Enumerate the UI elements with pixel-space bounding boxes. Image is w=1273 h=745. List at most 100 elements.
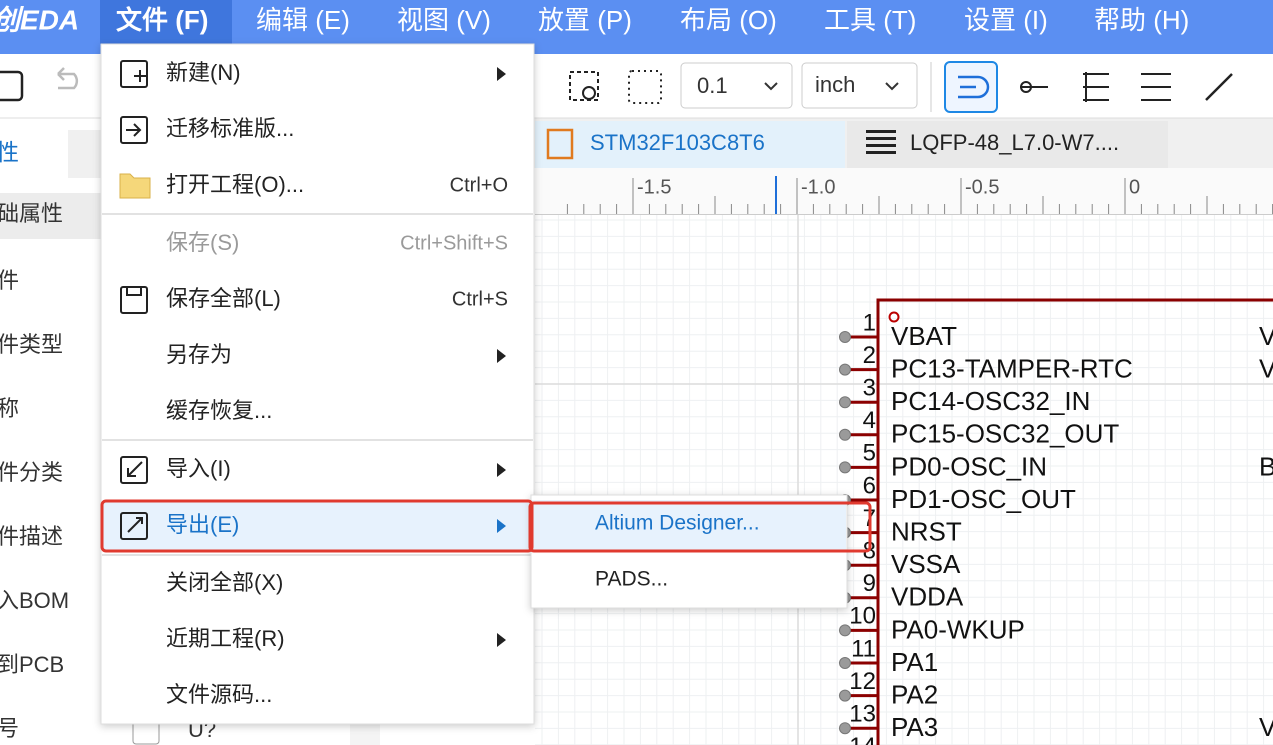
menu-item[interactable]: 帮助 (H) [1094,5,1189,35]
menu-item[interactable]: 设置 (I) [964,5,1048,35]
menu-label[interactable]: 新建(N) [166,60,241,85]
submenu-arrow [497,633,506,647]
pin-name-right: B [1259,451,1273,481]
pin-number: 14 [849,733,876,745]
icon [119,173,151,199]
icon-detail [126,287,142,296]
menu-label[interactable]: 导出(E) [166,512,239,537]
pin-end [839,624,851,637]
pin-name: PA2 [891,679,938,709]
menu-item[interactable]: 视图 (V) [397,5,491,35]
submenu-label[interactable]: PADS... [595,568,668,591]
menu-item[interactable]: 文件 (F) [116,5,208,35]
symbol: 1 VBAT 2 PC13-TAMPER-RTC 3 PC14-OSC32_IN 4 PC15… [839,298,1273,745]
submenu-arrow [497,519,506,533]
pkg-icon [866,130,896,133]
menu-item[interactable]: 放置 (P) [538,5,632,35]
tab-active[interactable] [535,121,845,168]
pin-name-right: V [1259,353,1273,383]
pkg-icon [866,137,896,140]
chevron [764,82,778,91]
menu-label[interactable]: 近期工程(R) [166,626,285,651]
pin-name: PC15-OSC32_OUT [891,419,1119,449]
pin-end [839,363,851,376]
menu-label[interactable]: 保存全部(L) [166,286,281,311]
pin-number: 1 [863,309,876,336]
pin-number: 10 [849,603,876,630]
pkg-icon [866,151,896,154]
file-menu: 新建(N) 迁移标准版... 打开工程(O)... Ctrl+O 保存(S) Ctrl+S… [100,43,535,725]
grid-icon[interactable] [628,70,662,104]
pin-number: 9 [863,570,876,597]
bus2-icon[interactable] [1141,73,1171,101]
icon [120,286,148,314]
pin-name-right: V [1259,712,1273,742]
property-label: 入BOM [0,588,69,613]
icon [120,512,148,540]
ruler-label: 0 [1129,176,1140,198]
annotation-box [100,499,534,553]
menu-label[interactable]: 关闭全部(X) [166,570,283,595]
pin-end [839,331,851,343]
menu-item[interactable]: 编辑 (E) [256,5,350,35]
pin-name: VDDA [891,582,964,612]
pin-name: PA1 [891,647,938,677]
zoom-area-icon[interactable] [569,71,599,101]
property-label: 到PCB [0,652,64,677]
bus-icon[interactable] [1083,72,1109,102]
property-label: 件类型 [0,332,63,357]
property-label: 件描述 [0,524,63,549]
select-unit[interactable] [801,62,918,109]
menu-label[interactable]: 文件源码... [166,682,272,707]
icon-detail [134,70,146,82]
ruler-label: -0.5 [965,176,999,198]
pin-end [839,396,851,409]
pin-number: 6 [863,472,876,499]
property-label: 号 [0,716,19,741]
pin-end [839,461,851,474]
pin-name: PD0-OSC_IN [891,451,1047,481]
menu-label[interactable]: 导入(I) [166,456,231,481]
select-value[interactable]: 0.1 [697,73,728,98]
panel-tab-active[interactable] [0,130,68,178]
pin-name: NRST [891,516,962,546]
menubar: 创EDA 文件 (F) 编辑 (E) 视图 (V) 放置 (P) 布局 (O) 工具 (T)… [0,0,1273,54]
menu-active [100,0,232,44]
select-value[interactable]: inch [815,72,855,97]
property-label: 称 [0,396,19,421]
ruler-bg [535,168,1273,215]
chip-icon [546,128,574,160]
pin-end [839,689,851,702]
pin-icon[interactable] [1020,81,1048,93]
submenu-label[interactable]: Altium Designer... [595,512,760,535]
pin-end [839,722,851,735]
menu-label[interactable]: 缓存恢复... [166,398,272,423]
tab-label[interactable]: LQFP-48_L7.0-W7.... [910,130,1119,155]
annotation-box [528,501,872,553]
pin-name: PA0-WKUP [891,614,1025,644]
menu-label[interactable]: 打开工程(O)... [166,172,304,197]
save-icon[interactable] [0,70,24,102]
pin-end [839,428,851,441]
menu-label[interactable]: 迁移标准版... [166,116,294,141]
tab[interactable] [847,121,1168,168]
undo-icon[interactable] [57,67,79,90]
row-selected [0,193,110,239]
line-icon[interactable] [1205,73,1233,101]
select-grid[interactable] [680,62,793,109]
tab-label[interactable]: STM32F103C8T6 [590,130,765,155]
menu-shortcut: Ctrl+S [452,288,508,310]
menu-label[interactable]: 保存(S) [166,230,239,255]
ruler: -1.5 -1.0 -0.5 0 [535,168,1273,215]
menu-label[interactable]: 另存为 [166,342,232,367]
ruler-label: -1.5 [637,176,671,198]
menu-item[interactable]: 工具 (T) [824,5,916,35]
property-label: 件分类 [0,460,63,485]
grid [535,215,1273,745]
wire-icon [958,75,990,99]
symbol-body [876,298,1273,745]
menu-item[interactable]: 布局 (O) [680,5,777,35]
panel-tab[interactable]: 性 [0,139,19,165]
